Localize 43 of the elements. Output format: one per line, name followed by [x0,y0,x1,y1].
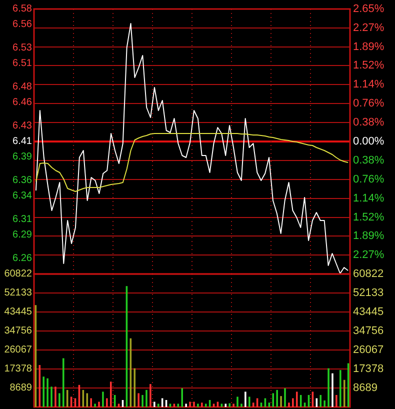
y2-tick-label: 43445 [353,306,384,318]
y-tick-label: 6.36 [12,174,32,186]
y2-tick-label: 26067 [353,344,384,356]
y2-tick-label: 34756 [353,325,384,337]
y2-tick-label: 60822 [353,268,384,280]
y-tick-label: 6.46 [12,97,32,108]
y-tick-label: 6.39 [12,152,32,163]
y2-tick-label: 2.65% [353,3,384,15]
y-tick-label: 60822 [4,268,32,280]
y-tick-label: 6.43 [12,120,32,132]
y-tick-label: 6.41 [12,136,32,147]
y2-tick-label: 52133 [353,287,384,299]
y2-tick-label: 1.14% [353,192,384,204]
y-tick-label: 6.58 [12,4,32,14]
y2-tick-label: 17378 [353,363,384,375]
y2-tick-label: 1.89% [353,230,384,242]
y-tick-label: 6.31 [12,214,32,225]
y-tick-label: 6.26 [12,252,32,264]
y-tick-label: 34756 [4,326,32,336]
y2-tick-label: 0.76% [353,174,384,186]
y-tick-label: 6.53 [12,42,32,54]
y-tick-label: 6.29 [12,230,32,241]
y2-tick-label: 0.00% [353,136,384,148]
y2-tick-label: 1.14% [353,78,384,90]
y-tick-label: 6.51 [12,58,32,70]
y-tick-label: 6.34 [12,190,32,202]
y-tick-label: 26067 [4,344,32,356]
y2-tick-label: 2.27% [353,249,384,261]
y2-tick-label: 1.52% [353,212,384,224]
y-tick-label: 43445 [4,306,32,318]
y2-tick-label: 1.89% [353,41,384,53]
y2-tick-label: 0.76% [353,98,384,110]
y2-tick-label: 1.52% [353,60,384,72]
y-tick-label: 17378 [4,364,32,374]
y2-tick-label: 0.38% [353,154,384,166]
y-tick-label: 8689 [10,382,32,394]
y2-tick-label: 0.38% [353,116,384,128]
line-series [35,133,349,192]
y-tick-label: 6.56 [12,19,32,30]
y2-tick-label: 8689 [353,382,378,394]
y-tick-label: 52133 [4,288,32,298]
y2-tick-label: 2.27% [353,22,384,34]
y-tick-label: 6.48 [12,81,32,92]
